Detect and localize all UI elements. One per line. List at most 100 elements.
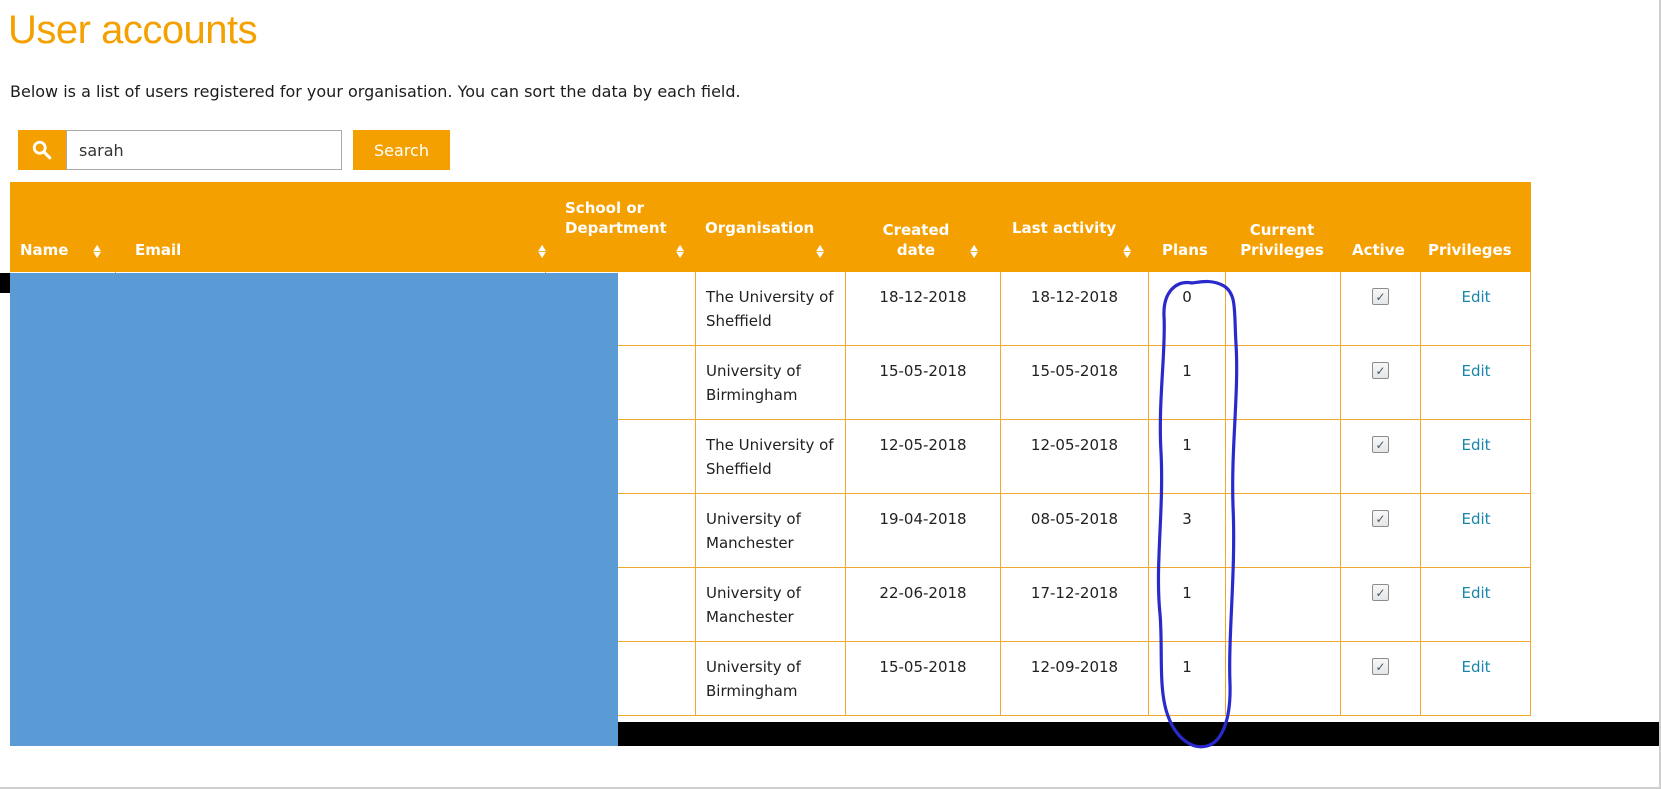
check-icon: ✓ — [1375, 585, 1386, 600]
active-checkbox[interactable]: ✓ — [1372, 510, 1389, 527]
cell-privileges: Edit — [1420, 272, 1531, 345]
search-icon-button[interactable] — [18, 130, 66, 170]
active-checkbox[interactable]: ✓ — [1372, 362, 1389, 379]
sort-down-icon: ▼ — [1123, 250, 1131, 259]
column-label: Current Privileges — [1240, 221, 1324, 259]
column-header-last-activity[interactable]: Last activity ▲ ▼ — [1012, 218, 1134, 260]
search-button[interactable]: Search — [353, 130, 450, 170]
cell-current-privileges — [1225, 568, 1340, 641]
sort-up-icon: ▲ — [538, 243, 546, 252]
search-bar: Search — [18, 130, 450, 170]
sort-up-icon: ▲ — [970, 243, 978, 252]
cell-privileges: Edit — [1420, 346, 1531, 419]
sort-up-icon: ▲ — [1123, 243, 1131, 252]
cell-active: ✓ — [1340, 494, 1420, 567]
sort-up-icon: ▲ — [816, 243, 824, 252]
cell-current-privileges — [1225, 420, 1340, 493]
cell-last-activity: 17-12-2018 — [1000, 568, 1148, 641]
table-row: University of Manchester 22-06-2018 17-1… — [10, 568, 1531, 642]
column-label: Email — [135, 241, 182, 259]
cell-active: ✓ — [1340, 420, 1420, 493]
edit-link[interactable]: Edit — [1461, 288, 1491, 306]
sort-down-icon: ▼ — [816, 250, 824, 259]
sort-down-icon: ▼ — [970, 250, 978, 259]
sort-up-icon: ▲ — [93, 243, 102, 252]
cell-organisation: University of Birmingham — [695, 346, 845, 419]
column-label: Active — [1352, 241, 1405, 259]
check-icon: ✓ — [1375, 511, 1386, 526]
cell-active: ✓ — [1340, 272, 1420, 345]
column-header-organisation[interactable]: Organisation ▲ ▼ — [705, 218, 827, 260]
cell-plans: 1 — [1148, 568, 1225, 641]
sort-icon[interactable]: ▲ ▼ — [93, 243, 102, 260]
page-title: User accounts — [8, 8, 258, 52]
column-label: School or Department — [565, 199, 667, 237]
table-header-row: Name ▲ ▼ Email ▲ ▼ School or Department ▲ ▼… — [10, 182, 1531, 272]
column-header-privileges: Privileges — [1428, 240, 1512, 260]
cell-plans: 1 — [1148, 346, 1225, 419]
column-label: Created date — [882, 221, 950, 259]
table-row: University of Birmingham 15-05-2018 12-0… — [10, 642, 1531, 716]
table-row: University of Birmingham 15-05-2018 15-0… — [10, 346, 1531, 420]
cell-last-activity: 18-12-2018 — [1000, 272, 1148, 345]
column-header-name[interactable]: Name ▲ ▼ — [20, 240, 101, 260]
column-label: Plans — [1162, 241, 1208, 259]
cell-created-date: 12-05-2018 — [845, 420, 1000, 493]
search-input[interactable] — [66, 130, 342, 170]
cell-organisation: University of Manchester — [695, 568, 845, 641]
cell-organisation: The University of Sheffield — [695, 420, 845, 493]
search-icon — [32, 140, 52, 160]
cell-current-privileges — [1225, 272, 1340, 345]
sort-up-icon: ▲ — [676, 243, 684, 252]
edit-link[interactable]: Edit — [1461, 436, 1491, 454]
active-checkbox[interactable]: ✓ — [1372, 584, 1389, 601]
check-icon: ✓ — [1375, 363, 1386, 378]
table-row: The University of Sheffield 12-05-2018 1… — [10, 420, 1531, 494]
cell-plans: 1 — [1148, 420, 1225, 493]
cell-organisation: University of Birmingham — [695, 642, 845, 715]
edit-link[interactable]: Edit — [1461, 510, 1491, 528]
column-header-school-or-department[interactable]: School or Department ▲ ▼ — [565, 198, 687, 260]
sort-icon[interactable]: ▲ ▼ — [676, 243, 684, 260]
cell-organisation: The University of Sheffield — [695, 272, 845, 345]
active-checkbox[interactable]: ✓ — [1372, 658, 1389, 675]
sort-icon[interactable]: ▲ ▼ — [1123, 243, 1131, 260]
cell-current-privileges — [1225, 346, 1340, 419]
sort-down-icon: ▼ — [538, 250, 546, 259]
sort-icon[interactable]: ▲ ▼ — [816, 243, 824, 260]
table-row: The University of Sheffield 18-12-2018 1… — [10, 272, 1531, 346]
cell-last-activity: 15-05-2018 — [1000, 346, 1148, 419]
cell-privileges: Edit — [1420, 568, 1531, 641]
active-checkbox[interactable]: ✓ — [1372, 436, 1389, 453]
column-label: Name — [20, 241, 69, 259]
sort-down-icon: ▼ — [93, 250, 102, 259]
sort-icon[interactable]: ▲ ▼ — [538, 243, 546, 260]
cell-current-privileges — [1225, 642, 1340, 715]
edit-link[interactable]: Edit — [1461, 584, 1491, 602]
cell-privileges: Edit — [1420, 642, 1531, 715]
cell-last-activity: 12-05-2018 — [1000, 420, 1148, 493]
cell-created-date: 19-04-2018 — [845, 494, 1000, 567]
bottom-black-bar — [618, 722, 1659, 746]
column-header-created-date[interactable]: Created date ▲ ▼ — [875, 220, 978, 260]
edit-link[interactable]: Edit — [1461, 658, 1491, 676]
cell-active: ✓ — [1340, 568, 1420, 641]
edit-link[interactable]: Edit — [1461, 362, 1491, 380]
sort-icon[interactable]: ▲ ▼ — [970, 243, 978, 260]
active-checkbox[interactable]: ✓ — [1372, 288, 1389, 305]
check-icon: ✓ — [1375, 289, 1386, 304]
cell-created-date: 22-06-2018 — [845, 568, 1000, 641]
black-sliver — [0, 273, 10, 293]
sort-down-icon: ▼ — [676, 250, 684, 259]
column-header-email[interactable]: Email ▲ ▼ — [135, 240, 546, 260]
check-icon: ✓ — [1375, 437, 1386, 452]
cell-current-privileges — [1225, 494, 1340, 567]
page-subtitle: Below is a list of users registered for … — [10, 82, 741, 101]
cell-last-activity: 08-05-2018 — [1000, 494, 1148, 567]
cell-privileges: Edit — [1420, 494, 1531, 567]
column-label: Organisation — [705, 219, 815, 237]
redaction-overlay — [10, 273, 618, 746]
column-label: Privileges — [1428, 241, 1512, 259]
cell-organisation: University of Manchester — [695, 494, 845, 567]
column-header-active: Active — [1352, 240, 1405, 260]
